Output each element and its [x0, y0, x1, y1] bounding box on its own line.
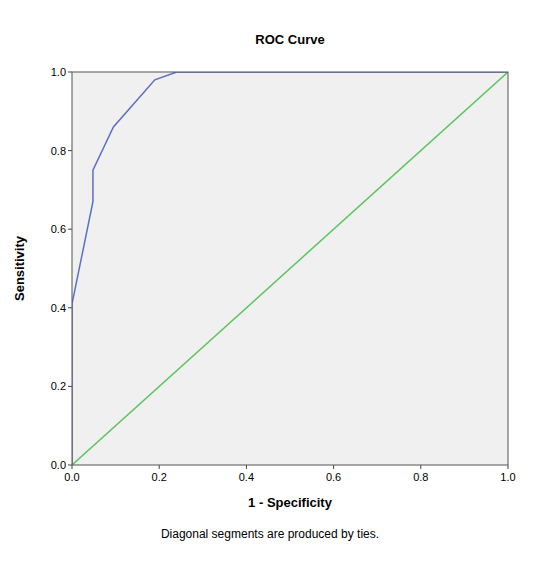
y-tick	[68, 386, 72, 387]
y-tick-label: 0.8	[51, 145, 66, 157]
y-tick	[68, 150, 72, 151]
y-tick-label: 0.4	[51, 302, 66, 314]
x-tick	[72, 465, 73, 469]
data-group	[72, 72, 508, 465]
y-tick-label: 1.0	[51, 66, 66, 78]
title: ROC Curve	[255, 32, 324, 47]
x-tick	[508, 465, 509, 469]
x-tick-label: 0.2	[152, 471, 167, 483]
y-tick	[68, 465, 72, 466]
y-axis-title: Sensitivity	[12, 235, 27, 301]
x-tick	[159, 465, 160, 469]
x-tick-label: 0.6	[326, 471, 341, 483]
y-tick	[68, 229, 72, 230]
roc-curve	[72, 72, 508, 465]
y-tick-label: 0.2	[51, 380, 66, 392]
reference-line	[72, 72, 508, 465]
y-tick	[68, 72, 72, 73]
x-tick	[246, 465, 247, 469]
plot-area	[72, 72, 508, 465]
x-tick	[420, 465, 421, 469]
x-axis-title: 1 - Specificity	[248, 495, 333, 510]
y-tick	[68, 307, 72, 308]
x-tick	[333, 465, 334, 469]
x-tick-label: 0.4	[239, 471, 254, 483]
x-tick-label: 0.8	[413, 471, 428, 483]
footnote: Diagonal segments are produced by ties.	[161, 527, 379, 541]
plot-frame	[72, 72, 508, 465]
y-tick-label: 0.0	[51, 459, 66, 471]
x-tick-label: 1.0	[500, 471, 515, 483]
chart: ROC Curve 0.0 0.2 0.4 0.6 0.8 1.0 0.0 0.2 0.4 0.6 0…	[0, 0, 535, 568]
y-tick-label: 0.6	[51, 223, 66, 235]
x-tick-label: 0.0	[64, 471, 79, 483]
